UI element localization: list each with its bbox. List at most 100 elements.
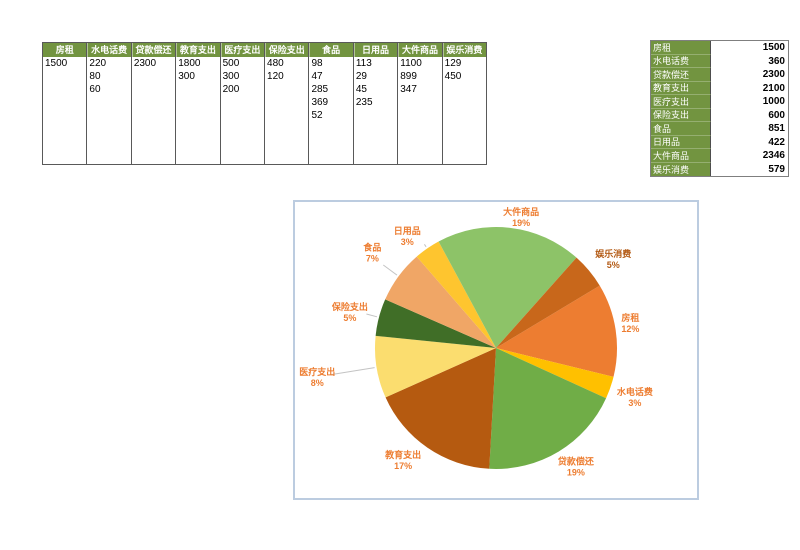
summary-value[interactable]: 360: [768, 55, 785, 67]
expense-cell[interactable]: 80: [89, 71, 101, 82]
expense-column: 水电话费 220 80 60: [86, 43, 131, 164]
expense-cell[interactable]: 300: [178, 71, 195, 82]
expense-cell[interactable]: 45: [355, 84, 367, 95]
expense-column-header[interactable]: 水电话费: [87, 43, 131, 57]
pie-slice-2[interactable]: [496, 348, 614, 399]
leader-line: [383, 264, 398, 276]
pie-data-label: 娱乐消费 5%: [595, 248, 631, 270]
pie-label-category: 大件商品: [503, 206, 539, 217]
expense-cell[interactable]: 47: [311, 71, 323, 82]
expense-cell[interactable]: 29: [355, 71, 367, 82]
pie-slice-7[interactable]: [385, 256, 496, 348]
summary-value[interactable]: 2100: [762, 82, 785, 94]
summary-label[interactable]: 保险支出: [651, 108, 711, 122]
expense-cell[interactable]: 60: [89, 84, 101, 95]
summary-label[interactable]: 大件商品: [651, 149, 711, 163]
summary-label[interactable]: 水电话费: [651, 54, 711, 68]
expense-column-header[interactable]: 娱乐消费: [442, 43, 487, 57]
expense-column-header[interactable]: 房租: [43, 43, 87, 57]
leader-line: [331, 367, 375, 376]
expense-input-table: 房租 1500 水电话费 220 80 60 贷款偿还 2300 教育支出 1800 300 医疗支出…: [42, 42, 487, 165]
expense-column: 教育支出 1800 300: [175, 43, 220, 164]
expense-column: 医疗支出 500 300 200: [219, 43, 265, 164]
expense-cell[interactable]: 120: [267, 71, 284, 82]
expense-cell[interactable]: 450: [444, 71, 462, 82]
pie-label-category: 贷款偿还: [558, 456, 595, 467]
pie-data-label: 食品 7%: [362, 242, 381, 264]
summary-value[interactable]: 1500: [762, 42, 785, 54]
pie-slice-5[interactable]: [375, 335, 496, 398]
pie-slice-10[interactable]: [496, 257, 600, 348]
expense-column-header[interactable]: 食品: [309, 43, 353, 57]
expense-cell[interactable]: 285: [311, 84, 329, 95]
pie-label-category: 日用品: [394, 226, 421, 236]
expense-column-header[interactable]: 保险支出: [265, 43, 309, 57]
summary-value[interactable]: 422: [768, 136, 785, 148]
expense-cell[interactable]: 113: [355, 58, 372, 69]
expense-cell[interactable]: 52: [311, 110, 323, 121]
pie-label-category: 教育支出: [384, 449, 421, 460]
expense-column-header[interactable]: 贷款偿还: [131, 43, 176, 57]
summary-label[interactable]: 贷款偿还: [651, 68, 711, 82]
pie-label-category: 水电话费: [617, 386, 653, 397]
summary-value[interactable]: 2346: [762, 150, 785, 162]
pie-label-percent: 3%: [628, 398, 641, 408]
expense-cell[interactable]: 480: [267, 58, 284, 69]
expense-column-header[interactable]: 教育支出: [176, 43, 220, 57]
pie-data-label: 保险支出 5%: [331, 301, 368, 323]
expense-cell[interactable]: 899: [400, 71, 417, 82]
expense-cell[interactable]: 129: [444, 58, 462, 69]
expense-column-header[interactable]: 医疗支出: [220, 43, 265, 57]
summary-label[interactable]: 日用品: [651, 135, 711, 149]
pie-slice-3[interactable]: [489, 348, 607, 469]
pie-slice-9[interactable]: [438, 227, 577, 348]
summary-label[interactable]: 医疗支出: [651, 95, 711, 109]
summary-label[interactable]: 娱乐消费: [651, 162, 711, 176]
summary-label[interactable]: 食品: [651, 122, 711, 136]
pie-chart-panel[interactable]: 房租 12% 水电话费 3% 贷款偿还 19% 教育支出 17% 医疗支出 8% 保险支出 5% 食品 7…: [293, 200, 699, 500]
summary-label[interactable]: 房租: [651, 41, 711, 55]
summary-value[interactable]: 579: [768, 163, 785, 175]
expense-cell[interactable]: 347: [400, 84, 417, 95]
expense-cell[interactable]: 2300: [133, 58, 157, 69]
pie-slice-1[interactable]: [496, 285, 618, 377]
pie-slice-6[interactable]: [375, 299, 496, 348]
summary-label[interactable]: 教育支出: [651, 81, 711, 95]
expense-cell[interactable]: 300: [222, 71, 240, 82]
pie-slice-8[interactable]: [416, 241, 496, 348]
pie-slice-4[interactable]: [385, 348, 496, 469]
expense-column: 食品 98 47 285 369 52: [308, 43, 353, 164]
expense-cell[interactable]: 1800: [178, 58, 201, 69]
expense-cell[interactable]: 1100: [400, 58, 422, 69]
expense-cell[interactable]: 235: [355, 97, 373, 108]
pie-label-category: 保险支出: [331, 301, 368, 312]
pie-label-percent: 19%: [567, 468, 585, 478]
pie-data-label: 医疗支出 8%: [299, 366, 335, 388]
expense-cell[interactable]: 98: [311, 58, 323, 69]
expense-cell[interactable]: 220: [89, 58, 107, 69]
expense-column-header[interactable]: 大件商品: [398, 43, 442, 57]
summary-value[interactable]: 1000: [762, 96, 785, 108]
expense-column-header[interactable]: 日用品: [353, 43, 398, 57]
pie-label-percent: 3%: [401, 237, 414, 247]
summary-value[interactable]: 600: [768, 109, 785, 121]
expense-cell[interactable]: 200: [222, 84, 240, 95]
leader-line: [366, 313, 378, 318]
expense-cell[interactable]: 500: [222, 58, 240, 69]
expense-column: 保险支出 480 120: [264, 43, 309, 164]
expense-column: 大件商品 1100 899 347: [397, 43, 442, 164]
expense-column: 房租 1500: [43, 43, 87, 164]
pie-data-label: 教育支出 17%: [384, 449, 421, 471]
summary-value[interactable]: 2300: [762, 69, 785, 81]
pie-data-label: 房租 12%: [621, 312, 639, 334]
pie-label-percent: 8%: [311, 378, 324, 388]
expense-cell[interactable]: 369: [311, 97, 329, 108]
summary-value[interactable]: 851: [768, 123, 785, 135]
expense-column: 日用品 113 29 45 235: [352, 43, 398, 164]
pie-label-percent: 17%: [394, 461, 412, 471]
expense-cell[interactable]: 1500: [45, 58, 68, 69]
pie-label-percent: 7%: [366, 254, 379, 264]
pie-label-percent: 5%: [343, 313, 356, 323]
pie-data-label: 大件商品 19%: [503, 206, 539, 228]
